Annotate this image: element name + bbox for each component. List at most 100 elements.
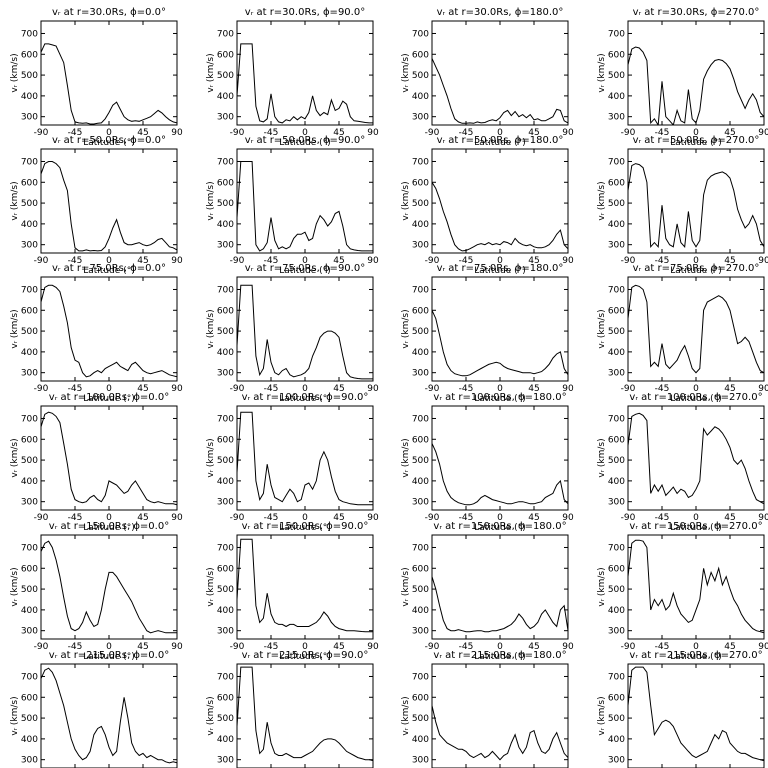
y-tick-label: 500 (217, 327, 234, 337)
y-tick-label: 500 (608, 199, 625, 209)
panel-title: vᵣ at r=150.0Rs, ϕ=270.0° (629, 521, 762, 532)
x-tick-label: 45 (137, 128, 148, 138)
y-tick-label: 600 (217, 564, 234, 574)
panel-title: vᵣ at r=75.0Rs, ϕ=180.0° (437, 263, 564, 274)
y-tick-label: 300 (217, 113, 234, 123)
series-line (628, 284, 764, 374)
y-tick-label: 300 (412, 498, 429, 508)
x-tick-label: 45 (724, 384, 735, 394)
x-tick-label: 90 (758, 128, 768, 138)
series-line (237, 43, 373, 124)
panel-24: vᵣ at r=215.0Rs, ϕ=270.0°-90-45045903004… (597, 650, 765, 768)
x-tick-label: 45 (333, 256, 344, 266)
y-tick-label: 600 (412, 178, 429, 188)
y-tick-label: 300 (608, 241, 625, 251)
panel-title: vᵣ at r=100.0Rs, ϕ=90.0° (242, 392, 369, 403)
panel-title: vᵣ at r=215.0Rs, ϕ=270.0° (629, 650, 762, 661)
axes-frame (40, 276, 178, 382)
y-axis-label: vᵣ (km/s) (597, 567, 607, 606)
y-tick-label: 300 (217, 241, 234, 251)
y-tick-label: 300 (21, 241, 38, 251)
series-line (432, 58, 568, 124)
x-tick-label: 90 (758, 256, 768, 266)
y-tick-label: 600 (608, 178, 625, 188)
y-axis-label: vᵣ (km/s) (206, 696, 216, 735)
x-tick-label: -90 (34, 256, 49, 266)
y-axis-label: vᵣ (km/s) (206, 53, 216, 92)
panel-7: vᵣ at r=50.0Rs, ϕ=180.0° -90 -45 0 45 90 300 40… (401, 135, 574, 276)
y-axis-label: vᵣ (km/s) (401, 53, 411, 92)
x-tick-label: 0 (302, 128, 308, 138)
y-axis-label: vᵣ (km/s) (206, 567, 216, 606)
y-tick-label: 700 (412, 543, 429, 553)
panel-4: vᵣ at r=30.0Rs, ϕ=270.0° -90 -45 0 45 90 300 40… (597, 7, 768, 148)
y-axis-label: vᵣ (km/s) (206, 309, 216, 348)
x-tick-label: -45 (68, 384, 83, 394)
x-axis-label: Latitude (°) (670, 138, 721, 148)
x-tick-label: 90 (758, 642, 768, 652)
axes-frame (431, 405, 569, 511)
panel-title: vᵣ at r=30.0Rs, ϕ=90.0° (245, 7, 365, 18)
series-line (628, 163, 764, 249)
x-tick-label: -45 (655, 128, 670, 138)
x-tick-label: 45 (724, 128, 735, 138)
y-tick-label: 500 (608, 714, 625, 724)
y-tick-label: 400 (608, 92, 625, 102)
x-tick-label: 45 (724, 513, 735, 523)
x-axis-label: Latitude (°) (474, 523, 525, 533)
axes-frame (627, 663, 765, 768)
panel-5: vᵣ at r=50.0Rs, ϕ=0.0° -90 -45 0 45 90 300 400 5… (10, 135, 183, 276)
series-line (237, 538, 373, 633)
y-axis-label: vᵣ (km/s) (10, 53, 20, 92)
x-tick-label: 0 (302, 256, 308, 266)
x-axis-label: Latitude (°) (474, 394, 525, 404)
x-tick-label: 0 (106, 642, 112, 652)
x-tick-label: -90 (425, 642, 440, 652)
x-tick-label: 90 (171, 513, 183, 523)
x-tick-label: -90 (230, 642, 245, 652)
x-tick-label: 0 (497, 256, 503, 266)
y-tick-label: 400 (217, 477, 234, 487)
y-tick-label: 700 (412, 285, 429, 295)
y-tick-label: 500 (217, 456, 234, 466)
y-tick-label: 500 (21, 456, 38, 466)
panel-10: vᵣ at r=75.0Rs, ϕ=90.0° -90 -45 0 45 90 300 400… (206, 263, 379, 404)
y-tick-label: 500 (608, 456, 625, 466)
y-tick-label: 700 (217, 414, 234, 424)
x-tick-label: 90 (171, 384, 183, 394)
x-tick-label: -90 (621, 384, 636, 394)
y-axis-label: vᵣ (km/s) (401, 309, 411, 348)
x-tick-label: -45 (655, 256, 670, 266)
panel-title: vᵣ at r=75.0Rs, ϕ=0.0° (52, 263, 166, 274)
panel-21: vᵣ at r=215.0Rs, ϕ=0.0°-90-4504590300400… (10, 650, 178, 768)
panel-title: vᵣ at r=50.0Rs, ϕ=90.0° (245, 135, 365, 146)
y-tick-label: 500 (217, 585, 234, 595)
x-tick-label: -45 (459, 128, 474, 138)
y-tick-label: 300 (608, 369, 625, 379)
y-tick-label: 400 (217, 220, 234, 230)
panel-1: vᵣ at r=30.0Rs, ϕ=0.0° -90 -45 0 45 90 300 400 5… (10, 7, 183, 148)
y-tick-label: 300 (412, 113, 429, 123)
x-tick-label: 0 (106, 513, 112, 523)
x-tick-label: 90 (758, 384, 768, 394)
y-tick-label: 700 (217, 672, 234, 682)
y-tick-label: 400 (412, 348, 429, 358)
y-tick-label: 600 (608, 564, 625, 574)
y-tick-label: 700 (412, 414, 429, 424)
x-tick-label: -45 (655, 513, 670, 523)
panel-19: vᵣ at r=150.0Rs, ϕ=180.0° -90 -45 0 45 90 300 4… (401, 521, 574, 662)
y-tick-label: 600 (217, 306, 234, 316)
y-tick-label: 500 (217, 199, 234, 209)
y-tick-label: 300 (608, 756, 625, 766)
y-axis-label: vᵣ (km/s) (10, 567, 20, 606)
series-line (41, 411, 177, 506)
x-tick-label: -45 (459, 642, 474, 652)
y-tick-label: 500 (608, 71, 625, 81)
y-tick-label: 700 (608, 543, 625, 553)
x-tick-label: 0 (693, 256, 699, 266)
y-tick-label: 700 (608, 672, 625, 682)
x-tick-label: 90 (367, 256, 379, 266)
y-tick-label: 400 (21, 477, 38, 487)
x-tick-label: -45 (68, 513, 83, 523)
panel-9: vᵣ at r=75.0Rs, ϕ=0.0° -90 -45 0 45 90 300 400 5… (10, 263, 183, 404)
